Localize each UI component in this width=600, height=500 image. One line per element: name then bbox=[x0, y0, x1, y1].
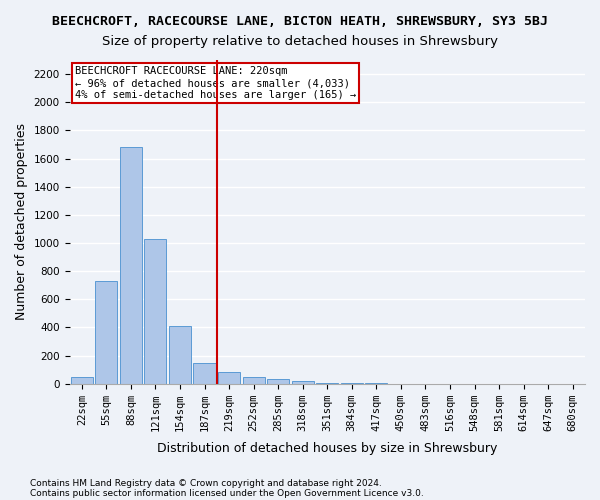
Bar bbox=[120, 147, 142, 384]
Bar bbox=[95, 281, 118, 384]
Bar bbox=[242, 378, 265, 384]
Bar bbox=[169, 326, 191, 384]
Bar bbox=[218, 372, 240, 384]
Text: BEECHCROFT RACECOURSE LANE: 220sqm
← 96% of detached houses are smaller (4,033)
: BEECHCROFT RACECOURSE LANE: 220sqm ← 96%… bbox=[74, 66, 356, 100]
Text: BEECHCROFT, RACECOURSE LANE, BICTON HEATH, SHREWSBURY, SY3 5BJ: BEECHCROFT, RACECOURSE LANE, BICTON HEAT… bbox=[52, 15, 548, 28]
Bar bbox=[71, 376, 93, 384]
Y-axis label: Number of detached properties: Number of detached properties bbox=[15, 124, 28, 320]
Bar bbox=[145, 238, 166, 384]
Text: Size of property relative to detached houses in Shrewsbury: Size of property relative to detached ho… bbox=[102, 35, 498, 48]
Text: Contains public sector information licensed under the Open Government Licence v3: Contains public sector information licen… bbox=[30, 488, 424, 498]
Bar bbox=[292, 381, 314, 384]
Bar bbox=[193, 362, 215, 384]
X-axis label: Distribution of detached houses by size in Shrewsbury: Distribution of detached houses by size … bbox=[157, 442, 497, 455]
Bar bbox=[267, 380, 289, 384]
Bar bbox=[316, 383, 338, 384]
Text: Contains HM Land Registry data © Crown copyright and database right 2024.: Contains HM Land Registry data © Crown c… bbox=[30, 478, 382, 488]
